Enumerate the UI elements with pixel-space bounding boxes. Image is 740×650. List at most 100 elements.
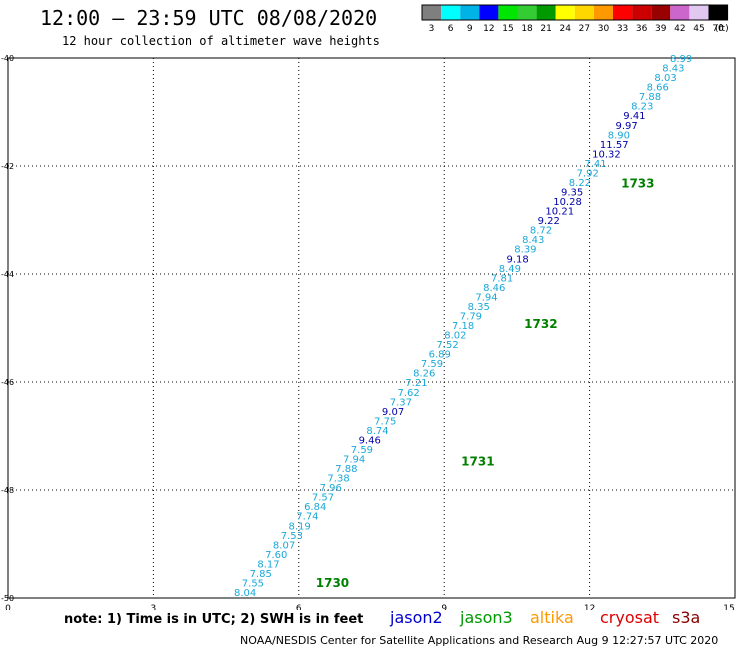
legend-label: 15 <box>502 24 513 34</box>
wave-height-label: 9.22 <box>538 216 560 227</box>
legend-frame <box>421 4 729 21</box>
wave-height-label: 7.38 <box>327 474 349 485</box>
legend-swatch <box>555 5 575 20</box>
wave-height-label: 8.72 <box>530 226 552 237</box>
wave-height-label: 7.94 <box>343 455 365 466</box>
satellite-jason2: jason2 <box>390 608 443 627</box>
legend-label: 42 <box>674 24 685 34</box>
legend-swatch <box>422 5 442 20</box>
legend-label: 9 <box>467 24 473 34</box>
wave-height-label: 8.46 <box>483 283 505 294</box>
plot-frame <box>7 57 736 599</box>
x-tick-label: 6 <box>296 604 302 610</box>
wave-height-label: 10.28 <box>553 197 582 208</box>
wave-height-label: 9.46 <box>359 435 381 446</box>
y-tick-label: -40 <box>1 54 14 63</box>
wave-height-label: 7.52 <box>436 340 458 351</box>
wave-height-label: 10.21 <box>545 207 574 218</box>
wave-height-label: 9.07 <box>382 407 404 418</box>
wave-height-label: 8.49 <box>499 264 521 275</box>
legend-swatch <box>651 5 671 20</box>
wave-height-label: 9.35 <box>561 188 583 199</box>
wave-height-label: 7.94 <box>475 292 497 303</box>
y-tick-label: -46 <box>1 378 14 387</box>
legend-label: 70 <box>712 24 724 34</box>
wave-height-label: 7.60 <box>265 550 287 561</box>
wave-height-label: 7.88 <box>639 92 661 103</box>
wave-height-label: 8.02 <box>444 331 466 342</box>
satellite-jason3: jason3 <box>460 608 513 627</box>
wave-height-label: 11.57 <box>600 140 629 151</box>
legend-label: 33 <box>617 24 628 34</box>
legend-swatch <box>517 5 537 20</box>
wave-height-label: 7.79 <box>460 311 482 322</box>
map-plot: 0 3 6 9 12 15-40-42-44-46-48-50 8.047.557.858.… <box>1 54 736 610</box>
wave-height-label: 7.55 <box>242 578 264 589</box>
legend-label: 36 <box>636 24 648 34</box>
satellite-s3a: s3a <box>672 608 701 627</box>
wave-height-label: 8.03 <box>654 73 676 84</box>
wave-height-label: 8.43 <box>662 64 684 75</box>
legend-swatch <box>441 5 461 20</box>
wave-height-label: 8.66 <box>647 83 669 94</box>
map-title: 12:00 – 23:59 UTC 08/08/2020 <box>40 6 378 30</box>
y-tick-label: -50 <box>1 594 14 603</box>
x-tick-label: 0 <box>5 604 11 610</box>
y-tick-label: -44 <box>1 270 14 279</box>
wave-height-label: 7.57 <box>312 493 334 504</box>
legend-label: 45 <box>693 24 704 34</box>
legend-swatch <box>613 5 633 20</box>
time-label: 1733 <box>621 177 654 191</box>
time-label: 1730 <box>316 576 349 590</box>
x-tick-label: 9 <box>441 604 447 610</box>
satellite-cryosat: cryosat <box>600 608 660 627</box>
wave-height-label: 8.90 <box>608 130 630 141</box>
legend-label: 3 <box>429 24 435 34</box>
y-tick-label: -48 <box>1 486 14 495</box>
wave-height-label: 7.88 <box>335 464 357 475</box>
wave-height-label: 8.23 <box>631 102 653 113</box>
time-label: 1731 <box>461 455 494 469</box>
legend-swatch <box>670 5 690 20</box>
wave-height-label: 9.41 <box>623 111 645 122</box>
wave-height-label: 8.43 <box>522 235 544 246</box>
x-tick-label: 15 <box>723 604 734 610</box>
wave-height-label: 8.99 <box>670 54 692 65</box>
wave-height-label: 8.39 <box>514 245 536 256</box>
legend-swatch <box>460 5 480 20</box>
legend-label: 21 <box>540 24 551 34</box>
wave-height-label: 7.75 <box>374 416 396 427</box>
legend-swatch <box>689 5 709 20</box>
legend-label: 18 <box>521 24 533 34</box>
legend-swatch <box>593 5 613 20</box>
legend-swatch <box>574 5 594 20</box>
wave-height-label: 7.74 <box>296 512 318 523</box>
wave-height-label: 8.22 <box>569 178 591 189</box>
wave-height-label: 7.62 <box>398 388 420 399</box>
wave-height-label: 7.96 <box>320 483 342 494</box>
satellite-altika: altika <box>530 608 574 627</box>
legend-label: 12 <box>483 24 494 34</box>
wave-height-label: 6.84 <box>304 502 326 513</box>
legend-label: 6 <box>448 24 454 34</box>
wave-height-label: 8.74 <box>366 426 388 437</box>
wave-height-label: 6.89 <box>429 350 451 361</box>
wave-height-label: 7.85 <box>250 569 272 580</box>
time-label: 1732 <box>524 317 557 331</box>
legend-swatch <box>498 5 518 20</box>
wave-height-label: 8.19 <box>289 521 311 532</box>
map-subtitle: 12 hour collection of altimeter wave hei… <box>62 34 380 48</box>
wave-height-label: 7.41 <box>584 159 606 170</box>
footnote: note: 1) Time is in UTC; 2) SWH is in fe… <box>64 612 364 627</box>
legend-swatch <box>632 5 652 20</box>
x-tick-label: 3 <box>151 604 157 610</box>
legend-label: 39 <box>655 24 667 34</box>
credit-line: NOAA/NESDIS Center for Satellite Applica… <box>240 634 719 647</box>
wave-height-label: 9.18 <box>507 254 529 265</box>
legend-swatch <box>708 5 728 20</box>
legend-swatch <box>536 5 556 20</box>
wave-height-label: 8.26 <box>413 369 435 380</box>
wave-height-label: 7.21 <box>405 378 427 389</box>
wave-height-label: 8.35 <box>468 302 490 313</box>
